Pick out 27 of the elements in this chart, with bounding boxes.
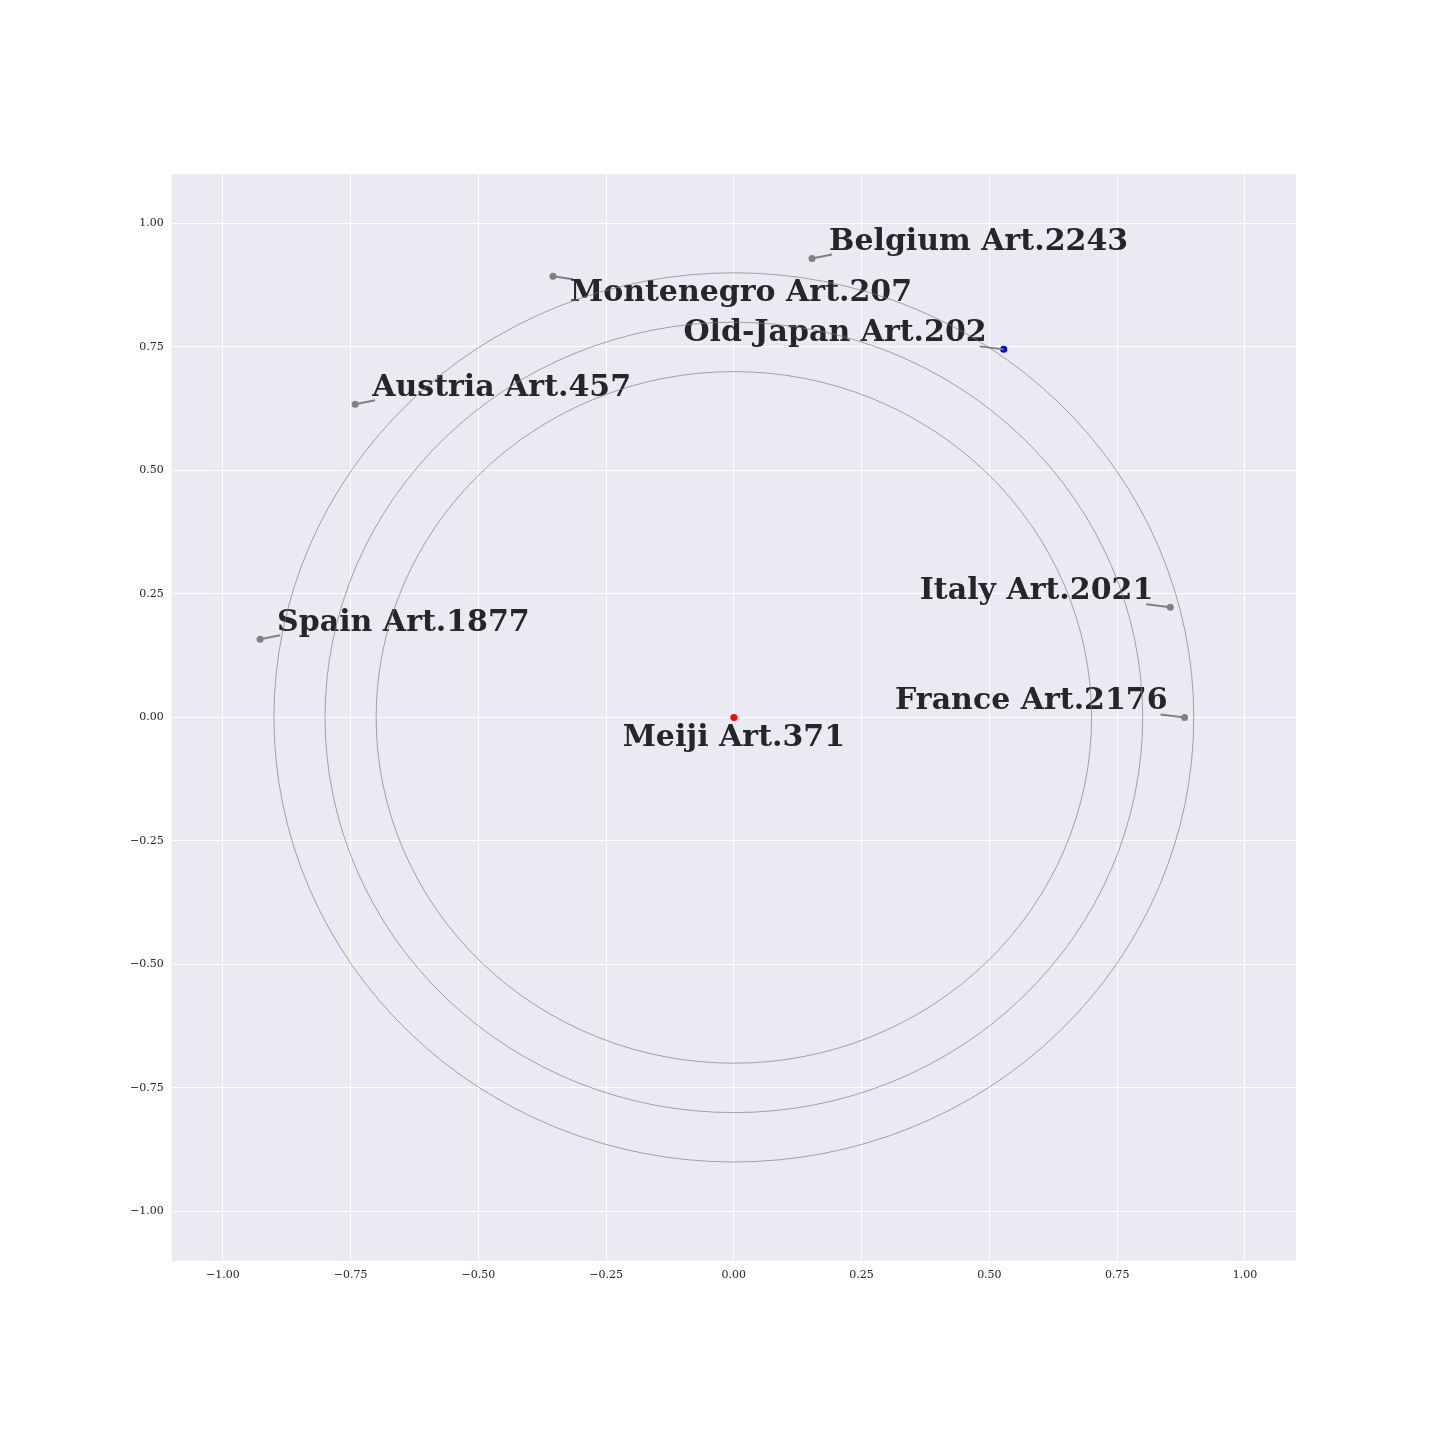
y-tick-label: 0.50 <box>139 463 164 477</box>
y-tick-label: 0.75 <box>139 339 164 353</box>
y-tick-label: 0.25 <box>139 586 164 600</box>
x-tick-label: −0.50 <box>461 1268 496 1282</box>
x-tick-label: 0.25 <box>849 1268 874 1282</box>
x-tick-label: −1.00 <box>205 1268 240 1282</box>
x-tick-label: 0.75 <box>1104 1268 1130 1282</box>
annotation: Belgium Art.2243 <box>829 222 1129 258</box>
x-tick-label: −0.75 <box>333 1268 368 1282</box>
annotation: Meiji Art.371 <box>622 718 846 754</box>
annotation: Old-Japan Art.202 <box>683 313 987 349</box>
y-tick-label: 1.00 <box>139 216 164 230</box>
y-tick-label: 0.00 <box>139 710 164 724</box>
y-tick-label: −0.75 <box>129 1080 164 1094</box>
y-tick-label: −0.25 <box>129 833 164 847</box>
x-tick-label: 0.50 <box>977 1268 1002 1282</box>
annotation: Austria Art.457 <box>371 368 632 404</box>
point <box>1166 603 1174 611</box>
y-tick-label: −1.00 <box>129 1204 164 1218</box>
annotation: Italy Art.2021 <box>919 571 1154 607</box>
x-tick-label: 0.00 <box>721 1268 747 1282</box>
annotation: Montenegro Art.207 <box>569 273 913 309</box>
y-tick-label: −0.50 <box>129 957 164 971</box>
annotation: Spain Art.1877 <box>277 603 530 639</box>
annotation: France Art.2176 <box>895 681 1168 717</box>
x-tick-label: 1.00 <box>1232 1268 1258 1282</box>
x-tick-label: −0.25 <box>589 1268 623 1282</box>
